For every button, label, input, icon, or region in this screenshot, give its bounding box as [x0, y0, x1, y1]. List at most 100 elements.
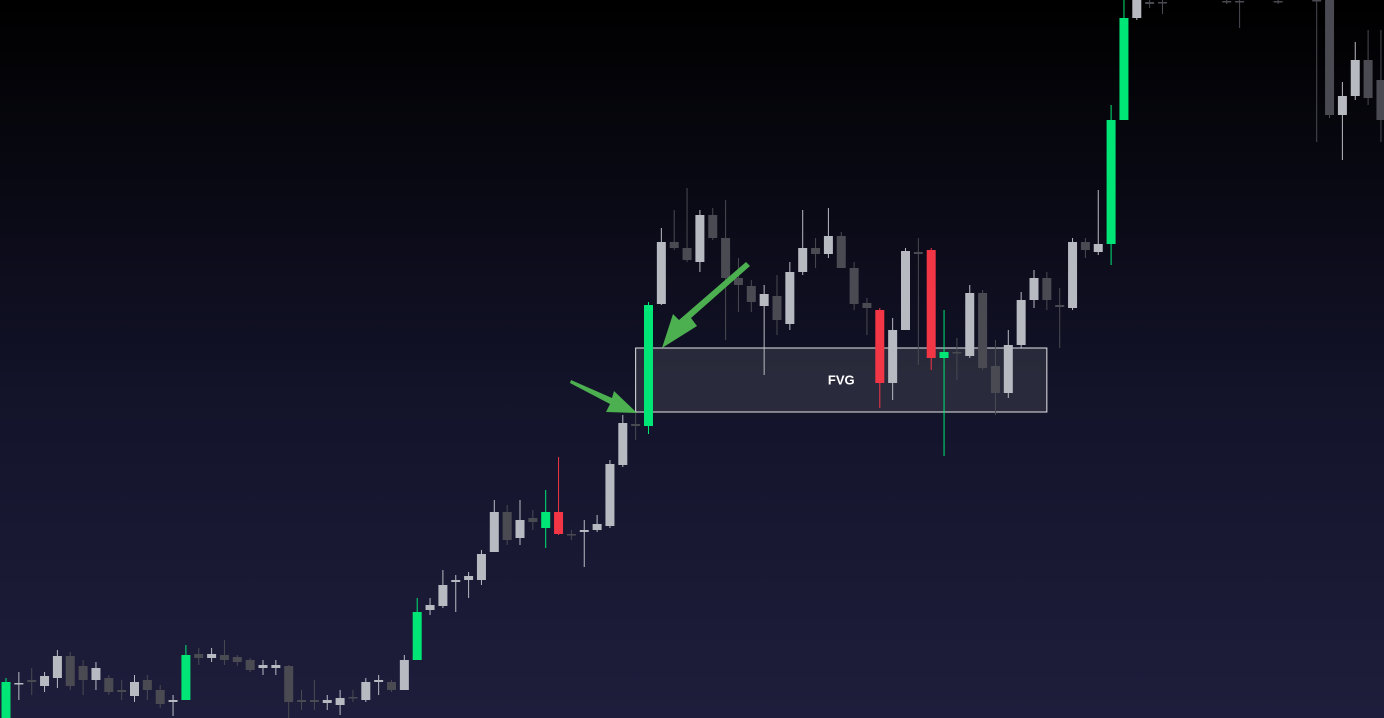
candle-body [990, 366, 1000, 393]
candle-body [1132, 0, 1142, 18]
candle-body [888, 330, 898, 383]
candle-body [515, 520, 525, 538]
candle-body [978, 293, 988, 368]
candle-body [1106, 120, 1116, 244]
candle-body [1337, 96, 1347, 115]
candle-body [1222, 1, 1232, 3]
candle-body [361, 682, 371, 700]
candle-body [823, 236, 833, 254]
candle-body [438, 585, 448, 606]
candle-body [1, 682, 11, 718]
candle-body [335, 698, 345, 705]
candle-body [644, 305, 653, 426]
candle-body [746, 286, 756, 302]
candle-body [733, 278, 743, 285]
candle-body [194, 654, 204, 658]
candle-body [399, 660, 409, 690]
candle-body [1235, 1, 1245, 3]
candle-body [91, 668, 101, 680]
candle-body [785, 272, 795, 324]
candle-body [682, 248, 692, 260]
candle-body [1042, 278, 1052, 300]
candle-body [554, 512, 564, 534]
candle-body [374, 680, 384, 682]
candle-body [708, 215, 718, 238]
candle-body [142, 680, 152, 690]
arrow [662, 262, 750, 348]
candle-body [207, 654, 217, 658]
candle-body [1325, 0, 1335, 115]
candle-body [952, 352, 962, 354]
candle-body [901, 251, 910, 330]
candle-body [52, 656, 62, 678]
candle-body [1145, 2, 1155, 4]
candle-body [155, 690, 165, 704]
arrow [570, 380, 637, 413]
candle-body [836, 236, 846, 268]
candle-body [232, 657, 242, 662]
candle-body [721, 238, 731, 278]
candle-body [1312, 0, 1322, 2]
candle-body [579, 530, 589, 532]
candle-body [309, 700, 319, 702]
candle-body [618, 423, 628, 465]
candle-body [1376, 80, 1384, 120]
candle-body [78, 666, 88, 680]
candle-body [451, 580, 461, 582]
candle-body [104, 678, 114, 692]
candle-body [181, 655, 191, 700]
candle-body [528, 518, 538, 522]
candle-body [631, 424, 641, 426]
candle-body [117, 690, 127, 692]
candle-body [965, 293, 975, 356]
candle-body [502, 512, 512, 540]
candle-body [1273, 1, 1283, 3]
candle-body [65, 656, 75, 686]
candle-body [245, 660, 255, 670]
candle-body [1093, 244, 1103, 252]
candle-body [862, 303, 872, 308]
candle-body [1350, 60, 1360, 96]
candle-body [1119, 18, 1129, 120]
candle-body [926, 250, 936, 358]
candle-body [1363, 60, 1373, 98]
candle-body [875, 310, 885, 383]
candle-body [297, 700, 307, 702]
candle-body [1158, 2, 1167, 4]
candle-body [14, 683, 24, 685]
candle-body [1003, 345, 1013, 393]
candle-body [541, 512, 551, 528]
candle-body [27, 680, 37, 682]
candle-body [1055, 305, 1065, 307]
candle-body [913, 252, 923, 254]
candle-body [759, 294, 769, 306]
candle-body [322, 700, 332, 703]
candle-body [219, 655, 229, 660]
candle-body [348, 697, 358, 699]
candle-body [258, 665, 268, 668]
candle-body [412, 612, 422, 660]
candle-body [669, 242, 679, 248]
candle-body [284, 666, 294, 702]
candle-body [476, 554, 486, 580]
candle-body [168, 700, 178, 702]
candle-body [772, 296, 782, 320]
candle-body [695, 215, 705, 262]
candle-body [489, 512, 499, 552]
candle-body [656, 242, 666, 304]
candle-body [592, 524, 602, 530]
candle-body [849, 268, 859, 304]
candle-body [1068, 242, 1078, 308]
candle-body [425, 605, 435, 610]
candle-body [798, 248, 808, 272]
candle-body [566, 534, 576, 536]
candle-body [605, 464, 615, 526]
candle-body [387, 682, 396, 690]
candle-body [1080, 242, 1090, 250]
zone-label: FVG [828, 372, 855, 387]
candle-body [811, 248, 821, 254]
candle-body [40, 676, 50, 686]
